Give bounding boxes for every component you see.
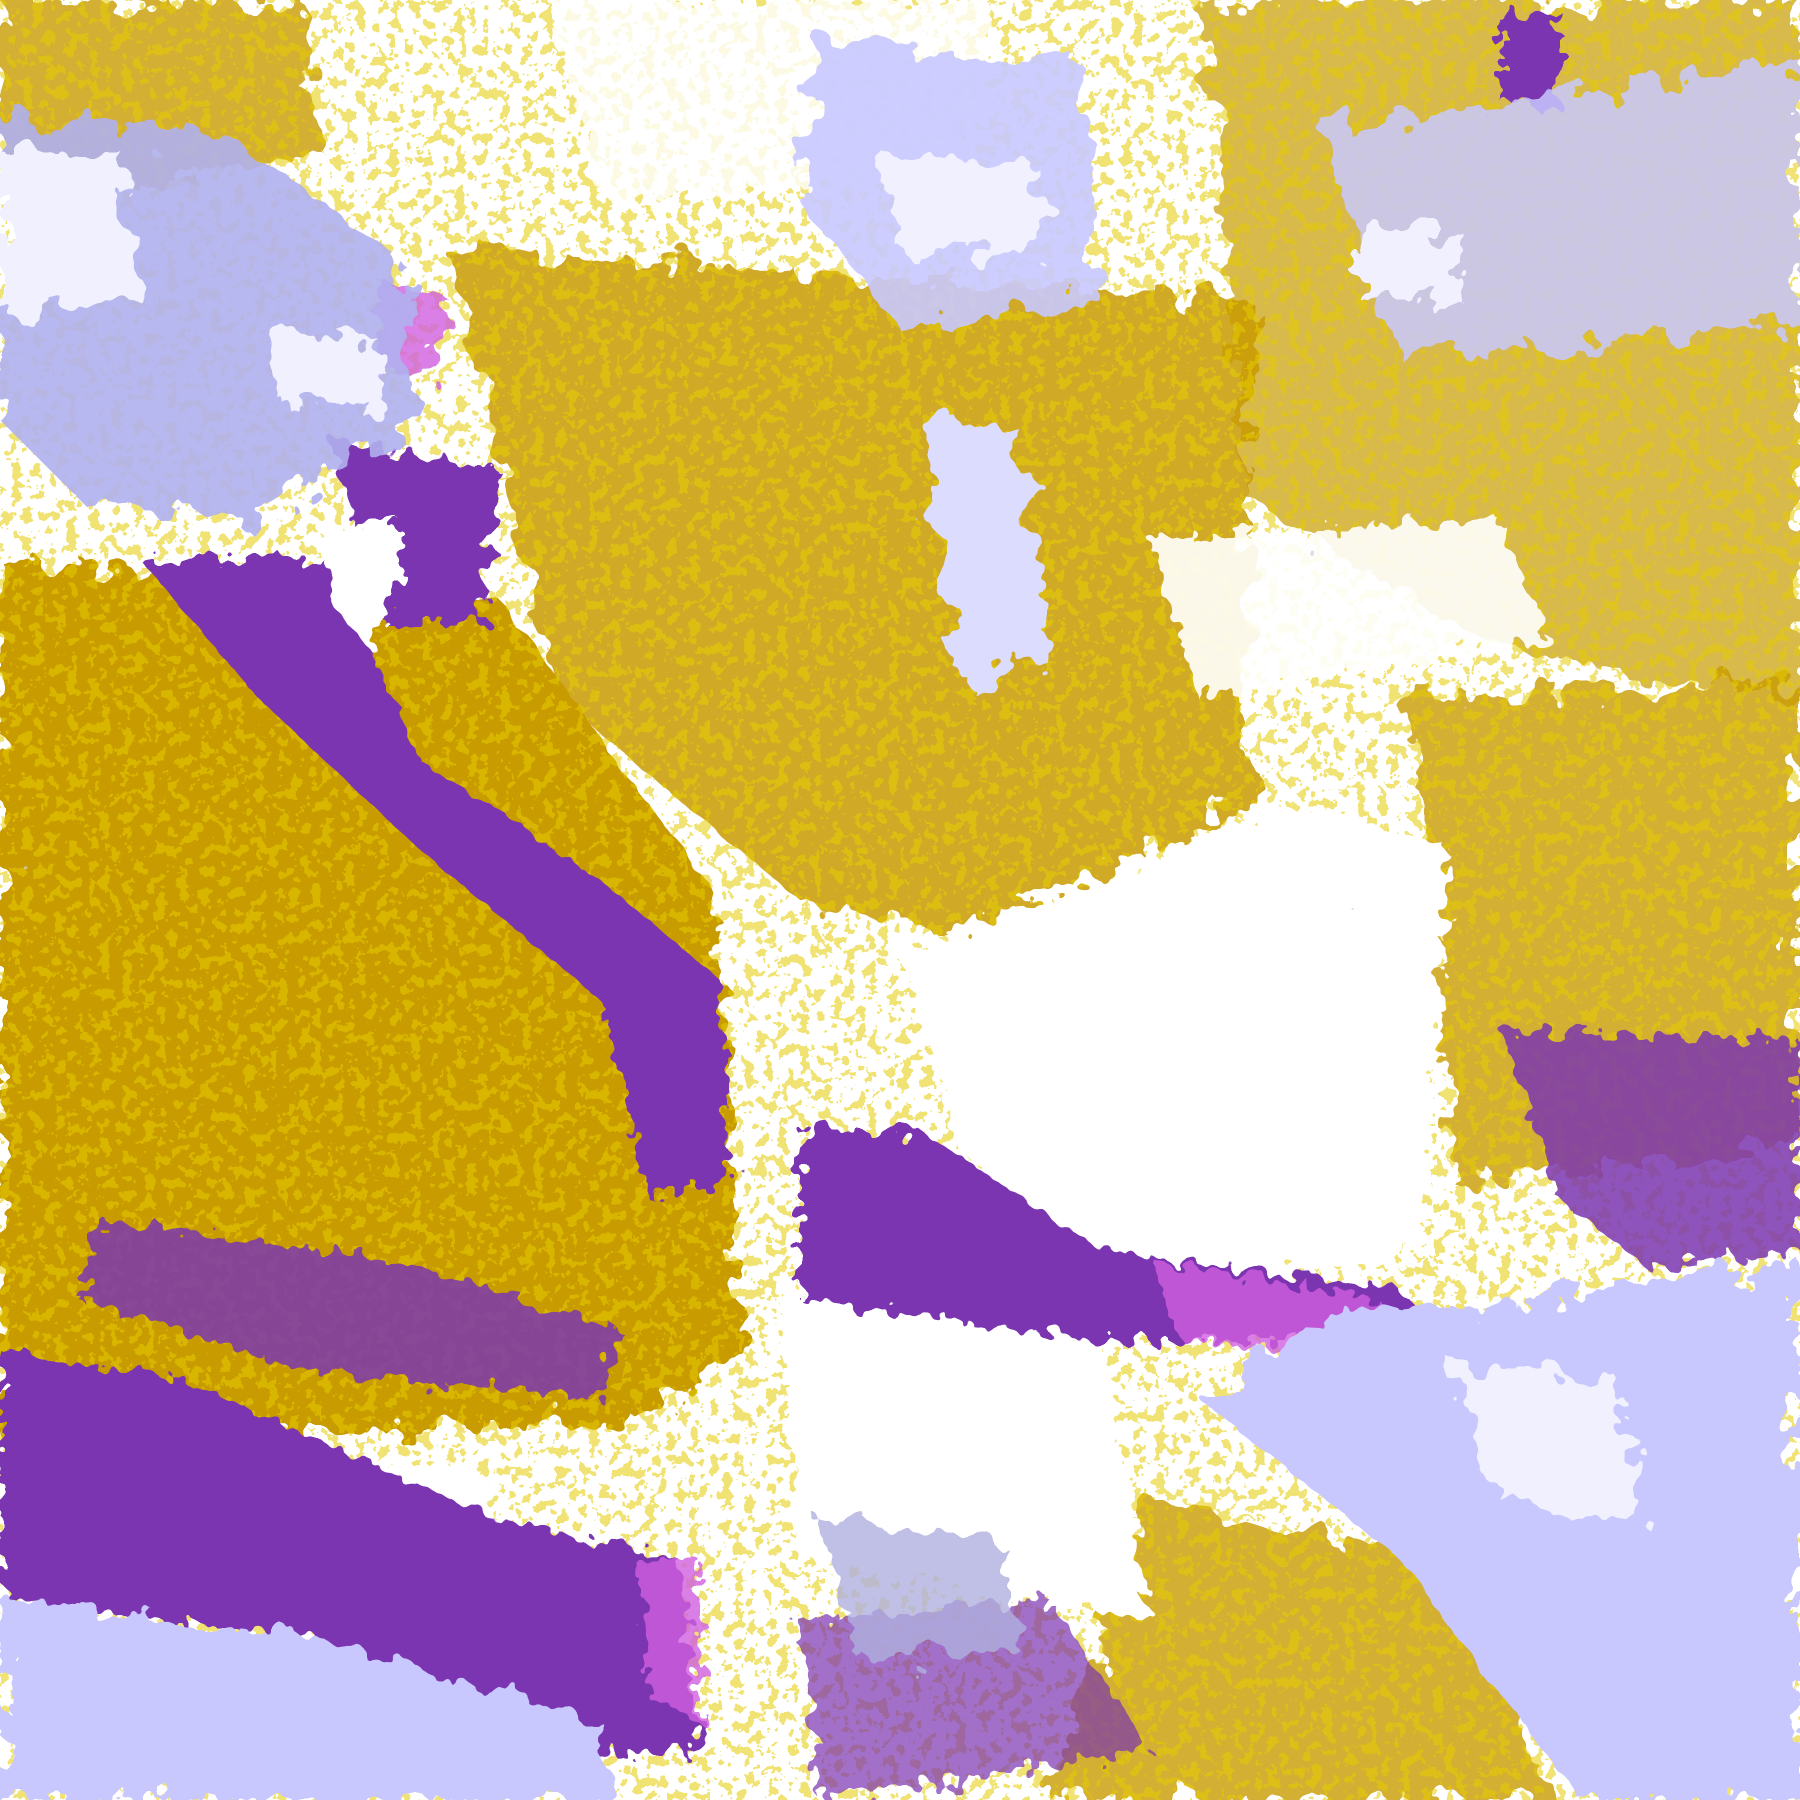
high-cloud-layer (0, 40, 1800, 1800)
clear-patch (320, 520, 400, 650)
